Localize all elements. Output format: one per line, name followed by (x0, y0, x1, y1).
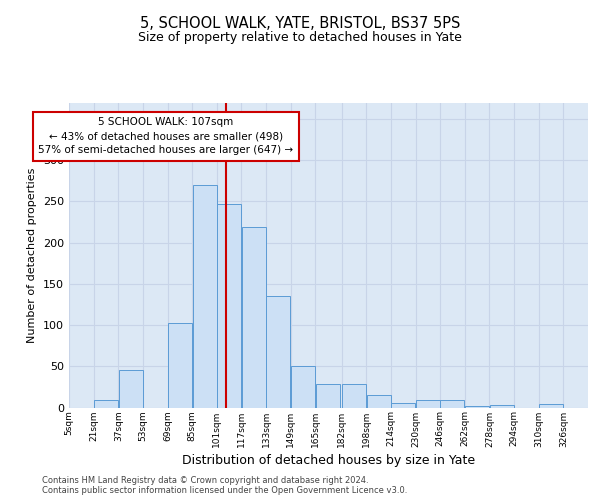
Text: Contains public sector information licensed under the Open Government Licence v3: Contains public sector information licen… (42, 486, 407, 495)
Bar (193, 185, 217, 408)
Bar (367, 395, 391, 407)
Bar (342, 384, 366, 407)
Bar (316, 384, 340, 407)
Text: Size of property relative to detached houses in Yate: Size of property relative to detached ho… (138, 31, 462, 44)
Text: Contains HM Land Registry data © Crown copyright and database right 2024.: Contains HM Land Registry data © Crown c… (42, 476, 368, 485)
Bar (391, 402, 415, 407)
Text: 5 SCHOOL WALK: 107sqm
← 43% of detached houses are smaller (498)
57% of semi-det: 5 SCHOOL WALK: 107sqm ← 43% of detached … (38, 118, 293, 156)
Bar (465, 406, 489, 407)
Bar (416, 400, 440, 407)
X-axis label: Distribution of detached houses by size in Yate: Distribution of detached houses by size … (182, 454, 475, 466)
Bar (168, 322, 192, 408)
Bar (94, 400, 118, 407)
Bar (242, 227, 266, 408)
Bar (539, 404, 563, 407)
Bar (490, 405, 514, 407)
Bar (217, 204, 241, 408)
Bar (440, 400, 464, 407)
Bar (291, 366, 315, 408)
Y-axis label: Number of detached properties: Number of detached properties (28, 168, 37, 342)
Text: 5, SCHOOL WALK, YATE, BRISTOL, BS37 5PS: 5, SCHOOL WALK, YATE, BRISTOL, BS37 5PS (140, 16, 460, 31)
Bar (266, 296, 290, 408)
Bar (119, 370, 143, 408)
